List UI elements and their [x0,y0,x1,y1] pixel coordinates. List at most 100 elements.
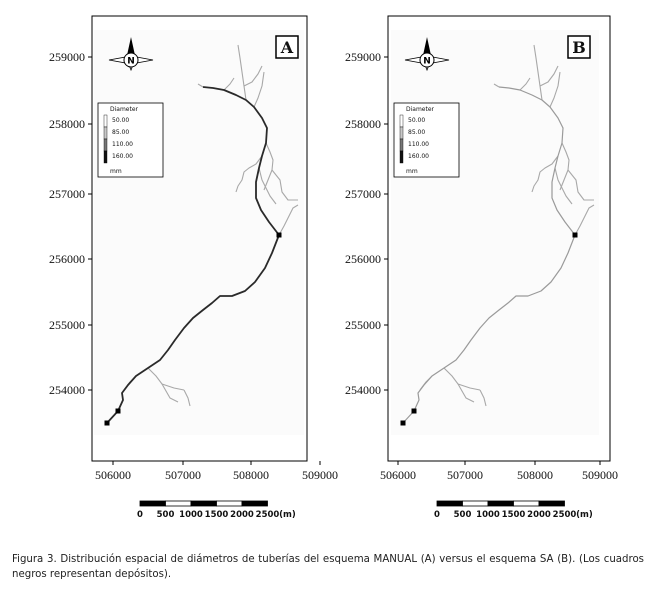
scale-tick-label: 500 [454,510,472,520]
tank-marker [411,408,417,414]
scale-unit: (m) [279,510,296,520]
panel-a-map: 259000 258000 257000 256000 255000 254000 506… [49,15,338,482]
scale-segment [538,500,565,507]
tank-marker [400,420,406,426]
legend-item: 50.00 [408,117,425,124]
y-tick-label: 257000 [49,187,85,201]
x-tick-label: 508000 [233,468,269,482]
scale-tick-label: 2000 [527,510,551,520]
tank-marker [104,420,110,426]
y-tick-label: 256000 [345,252,381,266]
pipe-branch [263,142,274,191]
legend-unit: mm [406,168,418,175]
x-tick-label: 507000 [165,468,201,482]
legend-item: 160.00 [112,153,133,160]
pipe-branch [183,389,191,407]
legend-box [393,102,460,178]
pipe-branch [574,204,595,236]
pipe-branch [258,167,277,205]
map-background [94,30,304,435]
scale-segment [462,500,489,507]
legend-swatch [103,126,108,140]
tank-marker [276,232,282,238]
legend-swatch [399,138,404,152]
legend-swatch [103,150,108,164]
panel-label-box [275,35,299,59]
x-axis: 506000 507000 508000 509000 [380,461,618,482]
scale-segment [436,500,463,507]
scale-tick-label: 2000 [230,510,254,520]
pipe-main [498,86,576,236]
y-tick-label: 258000 [345,117,381,131]
scale-bar: 0 500 1000 1500 2000 2500 (m) [137,500,296,520]
legend-swatch [103,138,108,152]
compass-letter: N [423,57,431,67]
y-tick-label: 254000 [49,383,85,397]
pipe-branch [278,204,299,236]
y-tick-label: 255000 [345,318,381,332]
pipe-branch [243,65,263,87]
x-tick-label: 506000 [380,468,416,482]
legend-swatch [399,150,404,164]
scale-tick-label: 2500 [256,510,280,520]
legend-unit: mm [110,168,122,175]
y-tick-label: 255000 [49,318,85,332]
scale-tick-label: 1500 [502,510,526,520]
pipe-branch [235,155,263,193]
panel-label: B [572,38,586,57]
legend-swatch [103,114,108,128]
legend-swatch [399,114,404,128]
tank-marker [572,232,578,238]
scale-tick-label: 1500 [205,510,229,520]
pipe-network [104,44,299,426]
scale-segment [487,500,514,507]
legend-item: 110.00 [408,141,429,148]
scale-bar: 0 500 1000 1500 2000 2500 (m) [434,500,593,520]
pipe-branch [533,44,543,101]
pipe-branch [457,383,475,403]
scale-tick-label: 2500 [553,510,577,520]
legend-item: 85.00 [112,129,129,136]
scale-segment [241,500,268,507]
compass-icon: N [108,37,154,72]
pipe-branch [271,169,298,201]
scale-segment [165,500,192,507]
pipe-branch [197,83,204,88]
figure: 259000 258000 257000 256000 255000 254000 506… [49,15,618,520]
pipe-network [400,44,595,426]
compass-letter: N [127,57,135,67]
pipe-branch [223,77,235,91]
pipe-branch [567,169,594,201]
y-axis: 259000 258000 257000 256000 255000 254000 [49,50,92,397]
legend: Diameter 50.00 85.00 110.00 160.00 mm [393,102,460,178]
legend-title: Diameter [406,106,435,113]
scale-tick-label: 500 [157,510,175,520]
pipe-main [402,234,576,424]
pipe-branch [539,65,559,87]
compass-ring [123,52,139,68]
pipe-main [202,86,280,236]
y-tick-label: 258000 [49,117,85,131]
x-tick-label: 509000 [302,468,338,482]
panel-b-map: 259000 258000 257000 256000 255000 254000 506… [345,15,618,482]
pipe-branch [253,71,265,108]
scale-unit: (m) [576,510,593,520]
x-axis: 506000 507000 508000 509000 [95,461,338,482]
pipe-branch [237,44,247,101]
x-tick-label: 509000 [582,468,618,482]
pipe-branch [479,389,487,407]
legend-title: Diameter [110,106,139,113]
scale-tick-label: 0 [434,510,440,520]
compass-icon: N [404,37,450,72]
scale-segment [139,500,166,507]
pipe-branch [161,383,179,403]
legend-item: 110.00 [112,141,133,148]
pipe-branch [493,83,500,88]
scale-segment [216,500,243,507]
y-tick-label: 256000 [49,252,85,266]
scale-segment [513,500,540,507]
legend-item: 50.00 [112,117,129,124]
scale-tick-label: 1000 [476,510,500,520]
scale-tick-label: 0 [137,510,143,520]
tank-marker [115,408,121,414]
